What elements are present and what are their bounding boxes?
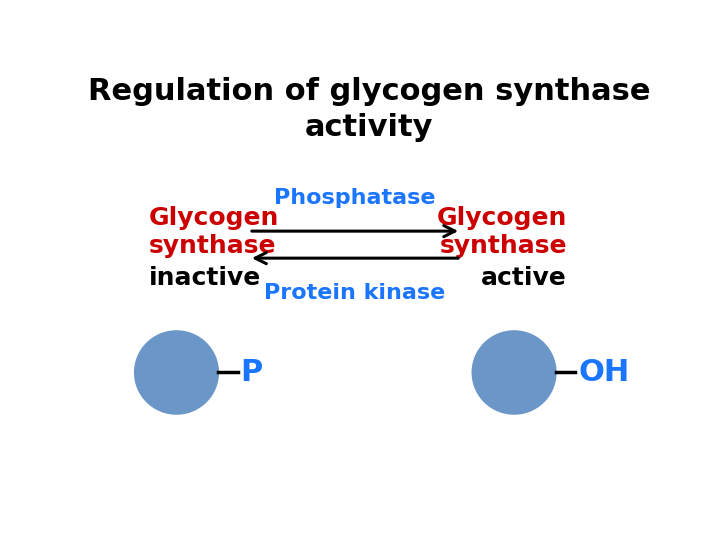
Text: Phosphatase: Phosphatase [274, 188, 436, 208]
Text: Glycogen
synthase: Glycogen synthase [437, 206, 567, 258]
Text: inactive: inactive [148, 266, 261, 291]
Text: Protein kinase: Protein kinase [264, 283, 446, 303]
Text: OH: OH [578, 358, 629, 387]
Text: Glycogen
synthase: Glycogen synthase [148, 206, 279, 258]
Text: Regulation of glycogen synthase
activity: Regulation of glycogen synthase activity [88, 77, 650, 142]
Ellipse shape [135, 331, 218, 414]
Ellipse shape [472, 331, 556, 414]
Text: active: active [482, 266, 567, 291]
Text: P: P [240, 358, 263, 387]
